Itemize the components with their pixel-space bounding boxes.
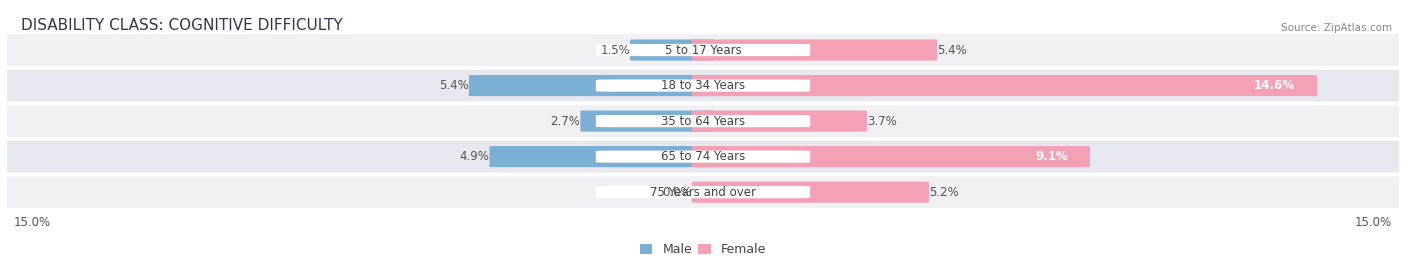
Text: 5.2%: 5.2% bbox=[929, 186, 959, 199]
Text: 18 to 34 Years: 18 to 34 Years bbox=[661, 79, 745, 92]
Text: 15.0%: 15.0% bbox=[14, 216, 51, 229]
Legend: Male, Female: Male, Female bbox=[636, 238, 770, 261]
FancyBboxPatch shape bbox=[581, 111, 714, 132]
FancyBboxPatch shape bbox=[596, 186, 810, 198]
FancyBboxPatch shape bbox=[0, 34, 1406, 66]
FancyBboxPatch shape bbox=[0, 141, 1406, 172]
FancyBboxPatch shape bbox=[596, 151, 810, 163]
Text: DISABILITY CLASS: COGNITIVE DIFFICULTY: DISABILITY CLASS: COGNITIVE DIFFICULTY bbox=[21, 18, 343, 33]
FancyBboxPatch shape bbox=[596, 44, 810, 56]
FancyBboxPatch shape bbox=[596, 79, 810, 92]
FancyBboxPatch shape bbox=[489, 146, 714, 167]
Text: 1.5%: 1.5% bbox=[600, 44, 630, 56]
FancyBboxPatch shape bbox=[692, 40, 938, 61]
FancyBboxPatch shape bbox=[692, 111, 868, 132]
FancyBboxPatch shape bbox=[0, 105, 1406, 137]
Text: 3.7%: 3.7% bbox=[868, 115, 897, 128]
FancyBboxPatch shape bbox=[692, 182, 929, 203]
Text: 35 to 64 Years: 35 to 64 Years bbox=[661, 115, 745, 128]
FancyBboxPatch shape bbox=[596, 115, 810, 127]
Text: 5 to 17 Years: 5 to 17 Years bbox=[665, 44, 741, 56]
Text: 5.4%: 5.4% bbox=[439, 79, 468, 92]
FancyBboxPatch shape bbox=[0, 70, 1406, 101]
Text: 4.9%: 4.9% bbox=[460, 150, 489, 163]
FancyBboxPatch shape bbox=[630, 40, 714, 61]
Text: 0.0%: 0.0% bbox=[662, 186, 692, 199]
Text: 15.0%: 15.0% bbox=[1355, 216, 1392, 229]
Text: Source: ZipAtlas.com: Source: ZipAtlas.com bbox=[1281, 23, 1392, 33]
Text: 9.1%: 9.1% bbox=[1035, 150, 1067, 163]
FancyBboxPatch shape bbox=[0, 176, 1406, 208]
FancyBboxPatch shape bbox=[692, 75, 1317, 96]
FancyBboxPatch shape bbox=[468, 75, 714, 96]
Text: 65 to 74 Years: 65 to 74 Years bbox=[661, 150, 745, 163]
Text: 5.4%: 5.4% bbox=[938, 44, 967, 56]
Text: 2.7%: 2.7% bbox=[551, 115, 581, 128]
FancyBboxPatch shape bbox=[692, 146, 1090, 167]
Text: 75 Years and over: 75 Years and over bbox=[650, 186, 756, 199]
Text: 14.6%: 14.6% bbox=[1254, 79, 1295, 92]
